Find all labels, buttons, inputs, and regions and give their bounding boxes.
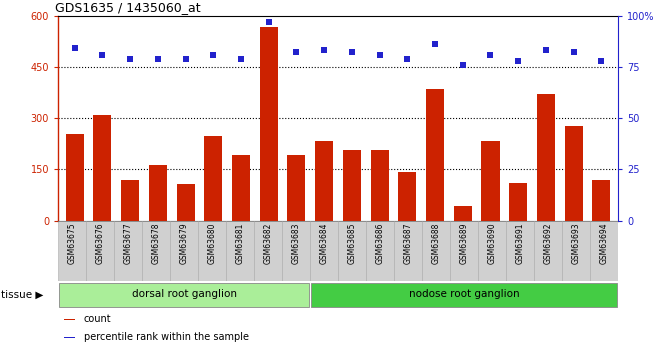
Bar [506,221,534,281]
Bar [590,221,618,281]
Point [568,50,579,55]
Bar [114,221,142,281]
Bar [343,150,361,221]
Text: GSM63685: GSM63685 [348,223,356,264]
Text: GSM63676: GSM63676 [96,223,104,264]
Bar [232,155,250,221]
Bar [86,221,114,281]
Bar [565,126,583,221]
Point [485,52,496,57]
Bar [198,221,226,281]
Bar [58,221,86,281]
Text: GSM63687: GSM63687 [403,223,412,264]
Bar [149,165,167,221]
Bar [66,134,84,221]
Point [513,58,523,63]
Bar [142,221,170,281]
Bar [422,221,450,281]
Bar [534,221,562,281]
Text: GSM63675: GSM63675 [67,223,77,264]
Point [97,52,108,57]
Text: GSM63691: GSM63691 [515,223,525,264]
Bar [282,221,310,281]
Text: GSM63689: GSM63689 [459,223,469,264]
Text: GSM63688: GSM63688 [432,223,440,264]
Point [291,50,302,55]
Text: tissue ▶: tissue ▶ [1,290,44,300]
Text: GSM63678: GSM63678 [152,223,160,264]
Text: GSM63682: GSM63682 [263,223,273,264]
Bar [478,221,506,281]
Point [541,48,551,53]
Bar [205,136,222,221]
Point [208,52,218,57]
Bar [366,221,394,281]
Point [430,41,440,47]
Point [263,19,274,24]
Text: GSM63693: GSM63693 [572,223,581,264]
Bar [254,221,282,281]
Bar [310,221,338,281]
Text: count: count [84,314,112,324]
Text: percentile rank within the sample: percentile rank within the sample [84,332,249,342]
Text: dorsal root ganglion: dorsal root ganglion [131,289,236,299]
Bar [338,221,366,281]
Bar [121,180,139,221]
Bar [170,221,198,281]
Bar [593,180,611,221]
Point [180,56,191,61]
Point [402,56,412,61]
Text: GSM63681: GSM63681 [236,223,245,264]
Bar [260,28,278,221]
Point [236,56,246,61]
Point [457,62,468,68]
Bar [399,172,416,221]
Point [319,48,329,53]
Text: GSM63694: GSM63694 [599,223,609,264]
Bar [394,221,422,281]
Bar [562,221,590,281]
Point [596,58,607,63]
Bar [177,184,195,221]
Text: GSM63690: GSM63690 [488,223,496,264]
Bar [426,89,444,221]
Bar [510,183,527,221]
FancyBboxPatch shape [59,283,309,307]
Point [69,46,80,51]
Bar [63,319,75,320]
Bar [537,94,555,221]
Text: GSM63680: GSM63680 [207,223,216,264]
Text: GDS1635 / 1435060_at: GDS1635 / 1435060_at [55,1,201,14]
Text: nodose root ganglion: nodose root ganglion [409,289,519,299]
Bar [315,141,333,221]
Bar [371,150,389,221]
Bar [94,115,112,221]
Bar [288,155,306,221]
Text: GSM63692: GSM63692 [544,223,552,264]
Point [346,50,357,55]
Text: GSM63684: GSM63684 [319,223,329,264]
Text: GSM63686: GSM63686 [376,223,385,264]
Bar [454,206,472,221]
FancyBboxPatch shape [312,283,616,307]
Bar [226,221,254,281]
Bar [450,221,478,281]
Point [152,56,163,61]
Bar [63,337,75,338]
Text: GSM63683: GSM63683 [292,223,300,264]
Text: GSM63679: GSM63679 [180,223,189,264]
Point [125,56,135,61]
Text: GSM63677: GSM63677 [123,223,133,264]
Point [374,52,385,57]
Bar [482,141,500,221]
